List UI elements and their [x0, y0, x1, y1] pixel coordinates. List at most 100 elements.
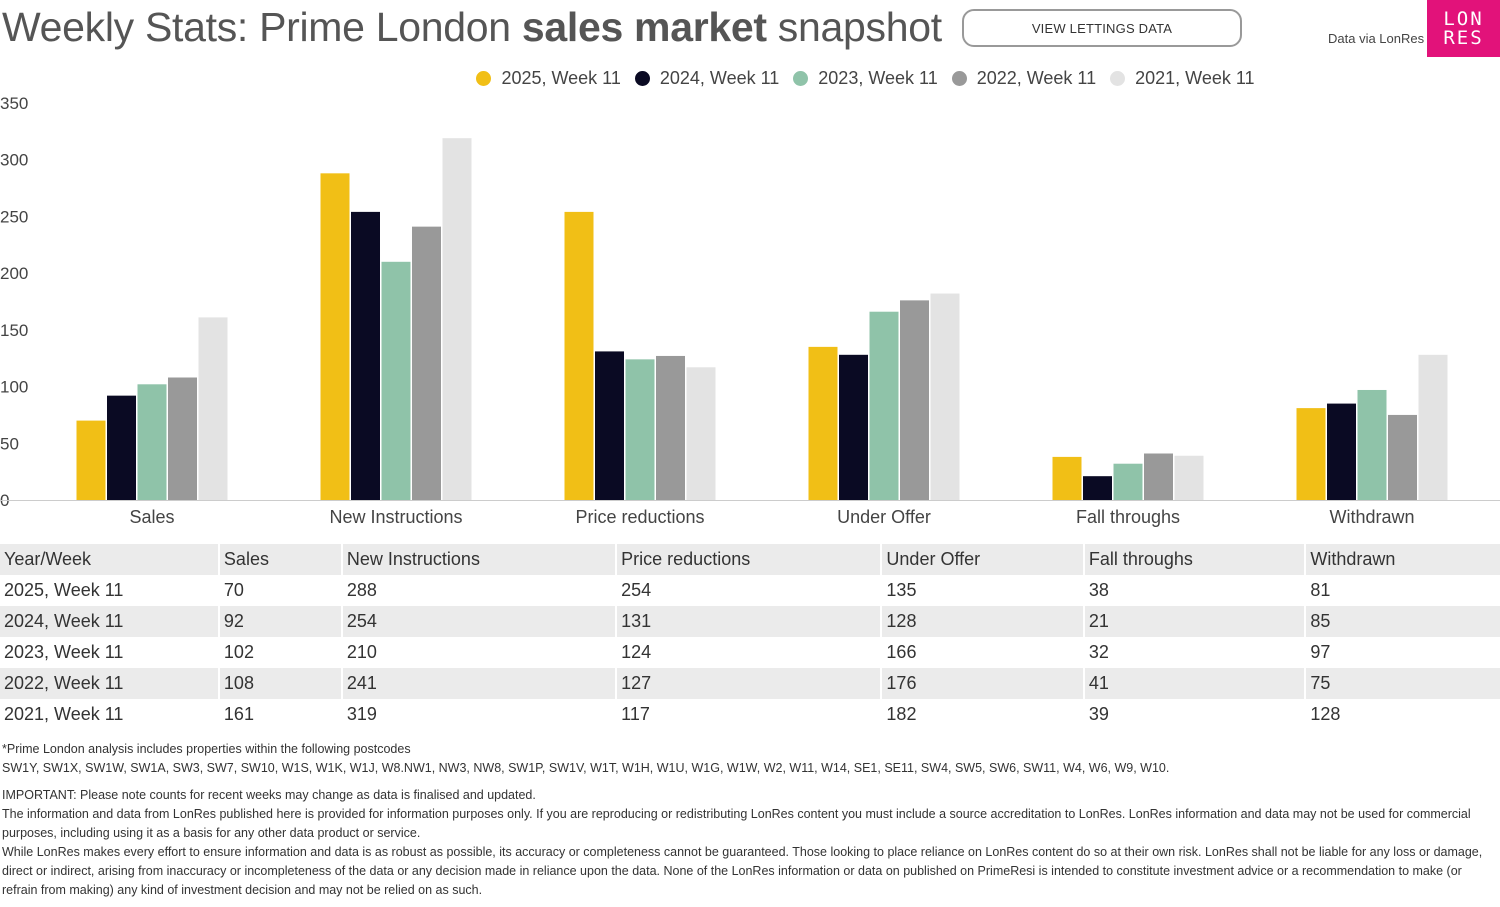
bar — [1418, 354, 1448, 500]
bar — [198, 317, 228, 500]
view-lettings-data-button[interactable]: VIEW LETTINGS DATA — [962, 9, 1242, 47]
title-part1: Weekly Stats: Prime London — [2, 4, 522, 50]
bar — [351, 211, 380, 500]
bar — [168, 377, 197, 500]
bar — [1357, 389, 1387, 500]
y-tick-label: 250 — [0, 207, 28, 226]
legend-item[interactable]: 2023, Week 11 — [793, 68, 938, 89]
table-cell: 39 — [1082, 699, 1306, 730]
table-cell: 127 — [615, 668, 882, 699]
table-header-row: Year/Week Sales New Instructions Price redu… — [0, 544, 1500, 575]
table-cell: 70 — [217, 575, 342, 606]
bar — [1083, 476, 1112, 500]
legend-item[interactable]: 2025, Week 11 — [476, 68, 621, 89]
table-cell: 75 — [1304, 668, 1500, 699]
table-cell: 166 — [880, 637, 1084, 668]
table-cell: 124 — [615, 637, 882, 668]
table-cell: 32 — [1082, 637, 1306, 668]
table-row: 2023, Week 11 102 210 124 166 32 97 — [0, 637, 1500, 668]
bar — [1052, 456, 1082, 500]
bar — [381, 261, 411, 500]
x-tick-label: Sales — [129, 507, 174, 527]
bar — [900, 300, 929, 500]
bar — [320, 173, 350, 500]
important-note: IMPORTANT: Please note counts for recent… — [2, 788, 536, 802]
table-cell: 176 — [880, 668, 1084, 699]
table-cell: 85 — [1304, 606, 1500, 637]
chart-legend: 2025, Week 11 2024, Week 11 2023, Week 11 2… — [0, 68, 1500, 89]
bar — [1174, 455, 1204, 500]
table-cell: 135 — [880, 575, 1084, 606]
column-header: New Instructions — [340, 544, 617, 575]
table-row: 2021, Week 11 161 319 117 182 39 128 — [0, 699, 1500, 730]
bar — [808, 346, 838, 500]
legend-label: 2024, Week 11 — [659, 68, 780, 88]
legend-label: 2025, Week 11 — [501, 68, 621, 88]
disclaimer-2: While LonRes makes every effort to ensur… — [2, 845, 1483, 897]
table-cell: 241 — [340, 668, 617, 699]
legend-item[interactable]: 2021, Week 11 — [1110, 68, 1255, 89]
bar — [686, 367, 716, 500]
table-cell: 97 — [1304, 637, 1500, 668]
column-header: Under Offer — [880, 544, 1084, 575]
table-cell: 288 — [340, 575, 617, 606]
y-tick-label: 150 — [0, 321, 28, 340]
bar — [1296, 408, 1326, 500]
footnotes: *Prime London analysis includes properti… — [2, 740, 1496, 900]
x-tick-label: Withdrawn — [1329, 507, 1414, 527]
y-tick-label: 50 — [0, 434, 19, 453]
legend-item[interactable]: 2024, Week 11 — [634, 68, 780, 89]
logo-line2: RES — [1443, 26, 1484, 49]
bar — [1113, 463, 1143, 500]
bar — [137, 384, 167, 500]
bar — [656, 355, 685, 500]
y-tick-label: 300 — [0, 151, 28, 170]
legend-swatch — [793, 71, 809, 86]
table-cell: 319 — [340, 699, 617, 730]
lonres-logo[interactable]: LON RES — [1427, 0, 1500, 57]
postcodes-intro: *Prime London analysis includes properti… — [2, 742, 411, 756]
y-tick-label: 200 — [0, 264, 28, 283]
bar — [564, 211, 594, 500]
table-cell: 92 — [217, 606, 342, 637]
table-cell: 41 — [1082, 668, 1306, 699]
table-cell: 254 — [615, 575, 882, 606]
title-bold: sales market — [521, 4, 767, 50]
table-cell: 102 — [217, 637, 342, 668]
column-header: Fall throughs — [1082, 544, 1306, 575]
table-row: 2022, Week 11 108 241 127 176 41 75 — [0, 668, 1500, 699]
table-row: 2024, Week 11 92 254 131 128 21 85 — [0, 606, 1500, 637]
column-header: Sales — [217, 544, 342, 575]
bar — [1388, 414, 1417, 500]
bar — [76, 420, 106, 500]
bar — [930, 293, 960, 500]
table-cell: 2023, Week 11 — [4, 642, 124, 662]
bar — [1327, 403, 1356, 500]
y-tick-label: 350 — [0, 94, 28, 113]
bar — [625, 359, 655, 500]
table-cell: 128 — [1304, 699, 1500, 730]
legend-item[interactable]: 2022, Week 11 — [951, 68, 1097, 89]
logo-line1: LON — [1443, 7, 1484, 30]
x-tick-label: New Instructions — [329, 507, 462, 527]
legend-label: 2022, Week 11 — [976, 68, 1097, 88]
table-cell: 108 — [217, 668, 342, 699]
table-cell: 81 — [1304, 575, 1500, 606]
page-title: Weekly Stats: Prime London sales market … — [2, 4, 942, 51]
bar — [1144, 453, 1173, 500]
postcodes-list: SW1Y, SW1X, SW1W, SW1A, SW3, SW7, SW10, … — [2, 761, 1170, 775]
bar — [595, 351, 624, 500]
legend-swatch — [634, 71, 650, 86]
legend-swatch — [951, 71, 967, 86]
legend-label: 2021, Week 11 — [1135, 68, 1255, 88]
y-tick-label: 100 — [0, 378, 28, 397]
table-cell: 21 — [1082, 606, 1306, 637]
bar — [839, 354, 868, 500]
table-cell: 131 — [615, 606, 882, 637]
table-cell: 210 — [340, 637, 617, 668]
table-row: 2025, Week 11 70 288 254 135 38 81 — [0, 575, 1500, 606]
bar — [442, 138, 472, 501]
table-cell: 128 — [880, 606, 1084, 637]
table-cell: 2022, Week 11 — [4, 673, 124, 693]
